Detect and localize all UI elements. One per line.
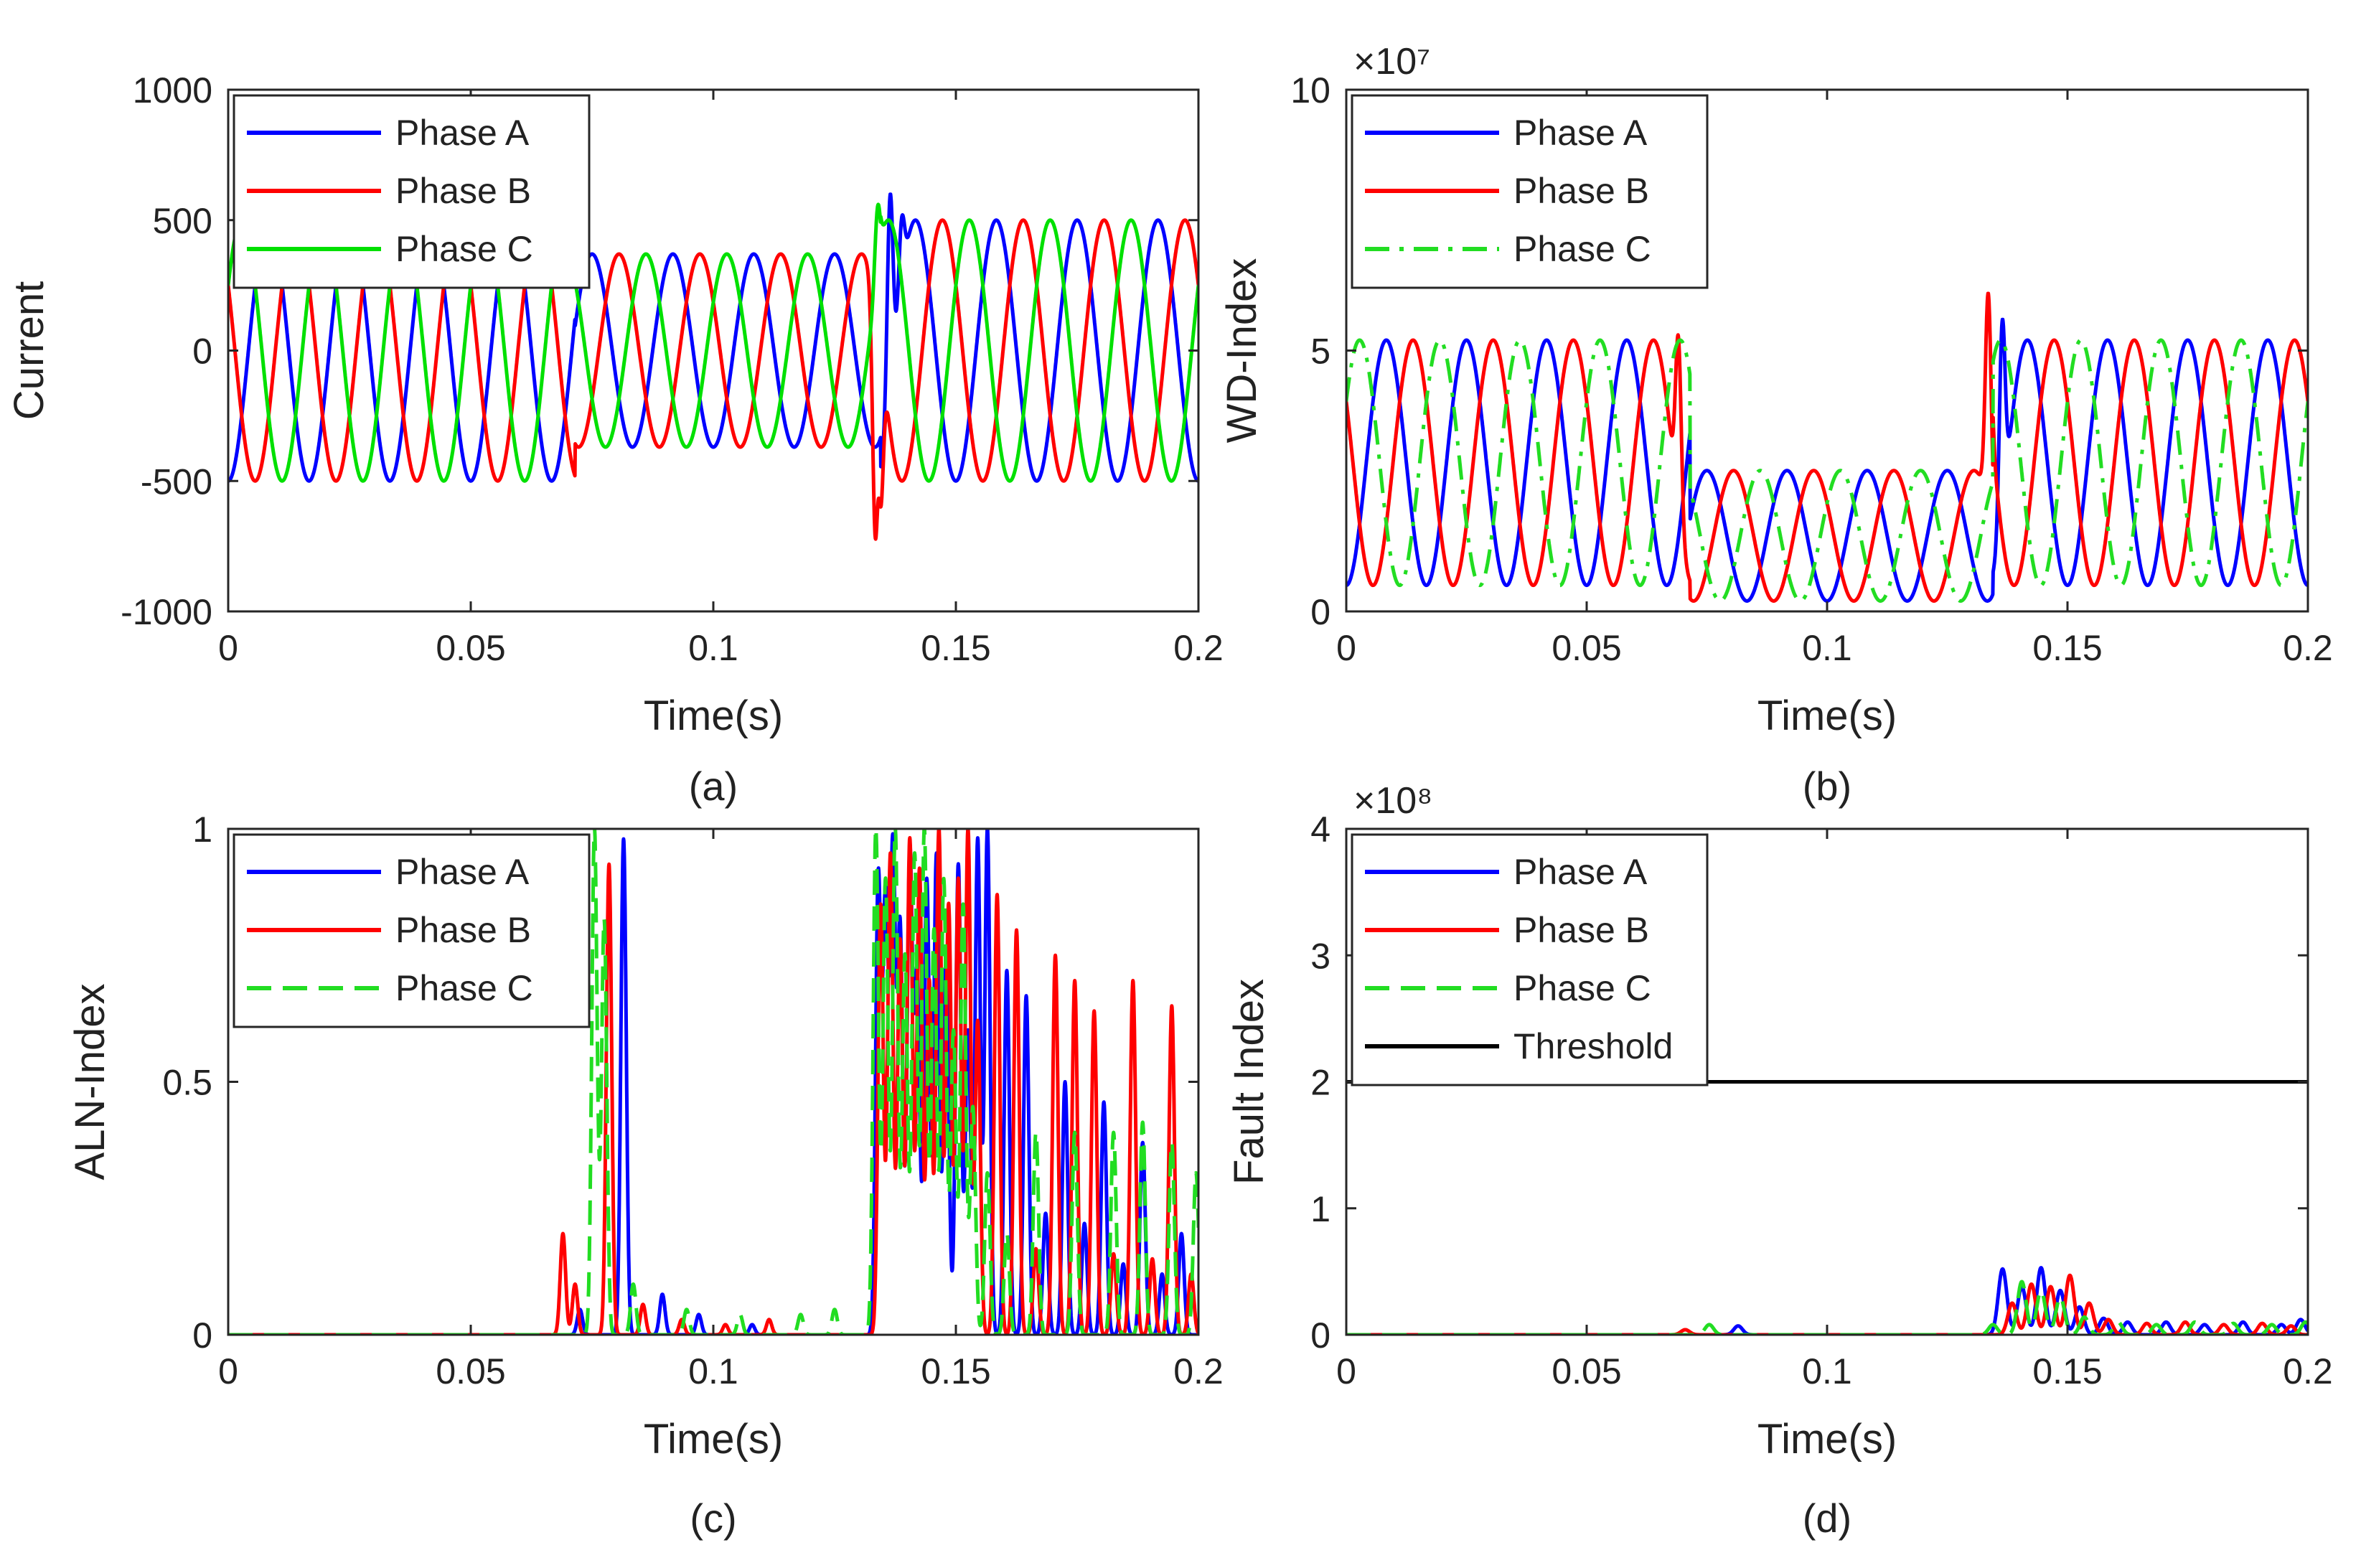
x-tick-label: 0.1 — [1802, 1351, 1852, 1391]
y-tick-label: 0.5 — [162, 1063, 212, 1103]
x-tick-label: 0.05 — [436, 1351, 505, 1391]
chart-panel-c: 0 0.05 0.1 0.15 0.2 0 0.5 1 Time(s) ALN-Index (c) P… — [67, 809, 1224, 1541]
y-tick-label: 0 — [1310, 1315, 1330, 1356]
x-axis-label: Time(s) — [644, 693, 783, 739]
legend: Phase A Phase B Phase C Threshold — [1351, 833, 1709, 1086]
legend-entry-phase-a: Phase A — [395, 113, 530, 153]
y-tick-label: 500 — [153, 201, 212, 241]
x-axis-label: Time(s) — [644, 1416, 783, 1463]
x-tick-label: 0.15 — [921, 1351, 990, 1391]
x-axis-label: Time(s) — [1757, 1416, 1897, 1463]
x-tick-label: 0.05 — [436, 628, 505, 668]
y-tick-label: -1000 — [121, 592, 212, 632]
y-tick-label: 5 — [1310, 332, 1330, 372]
legend-entry-threshold: Threshold — [1513, 1026, 1673, 1066]
legend: Phase A Phase B Phase C — [233, 833, 591, 1028]
chart-panel-b: 0 0.05 0.1 0.15 0.2 0 5 10 ×10⁷ Time(s) WD-Index (b… — [1219, 41, 2333, 809]
x-tick-label: 0 — [218, 1351, 238, 1391]
legend: Phase A Phase B Phase C — [1351, 94, 1709, 289]
y-tick-label: 0 — [1310, 592, 1330, 632]
axis-exponent: ×10⁷ — [1353, 41, 1430, 83]
series-line-phase-c — [228, 829, 1198, 1335]
legend-entry-phase-c: Phase C — [1513, 229, 1651, 269]
legend-entry-phase-a: Phase A — [1513, 113, 1648, 153]
panel-caption: (d) — [1803, 1496, 1851, 1541]
y-axis-label: Current — [6, 281, 52, 420]
y-axis-label: Fault Index — [1226, 979, 1272, 1185]
y-axis-label: WD-Index — [1219, 258, 1265, 443]
x-tick-label: 0.15 — [921, 628, 990, 668]
y-axis-label: ALN-Index — [67, 983, 113, 1180]
legend-entry-phase-b: Phase B — [1513, 910, 1649, 950]
legend-box — [1351, 833, 1709, 1086]
y-tick-label: 1 — [1310, 1189, 1330, 1229]
y-tick-label: 1000 — [133, 70, 212, 111]
x-tick-label: 0.2 — [1173, 1351, 1224, 1391]
y-tick-label: 0 — [192, 1315, 212, 1356]
x-tick-label: 0.1 — [688, 1351, 738, 1391]
x-tick-label: 0.05 — [1552, 628, 1621, 668]
series-group — [1346, 1080, 2308, 1335]
series-line-phase-b — [1346, 1273, 2308, 1335]
x-tick-label: 0.2 — [2283, 628, 2333, 668]
panel-caption: (b) — [1803, 764, 1851, 809]
x-tick-label: 0.1 — [1802, 628, 1852, 668]
x-tick-label: 0 — [218, 628, 238, 668]
legend-entry-phase-a: Phase A — [1513, 852, 1648, 892]
y-tick-label: 2 — [1310, 1063, 1330, 1103]
y-tick-label: 4 — [1310, 809, 1330, 850]
series-line-phase-a — [1346, 1266, 2308, 1335]
series-group — [1346, 291, 2308, 603]
x-tick-label: 0.2 — [1173, 628, 1224, 668]
chart-panel-d: 0 0.05 0.1 0.15 0.2 0 1 2 3 4 ×10⁸ Time(s) Fault Ind… — [1226, 780, 2333, 1541]
y-tick-label: -500 — [141, 461, 212, 502]
panel-caption: (a) — [689, 764, 738, 809]
y-tick-label: 1 — [192, 809, 212, 850]
legend-entry-phase-c: Phase C — [1513, 968, 1651, 1008]
series-line-phase-a — [1346, 317, 2308, 603]
x-tick-label: 0 — [1336, 1351, 1356, 1391]
chart-panel-a: 0 0.05 0.1 0.15 0.2 -1000 -500 0 500 1000 Time(s) C… — [6, 70, 1224, 809]
series-line-phase-a — [228, 192, 1198, 483]
panel-caption: (c) — [690, 1496, 736, 1541]
x-tick-label: 0 — [1336, 628, 1356, 668]
legend: Phase A Phase B Phase C — [233, 94, 591, 289]
x-tick-label: 0.2 — [2283, 1351, 2333, 1391]
legend-entry-phase-a: Phase A — [395, 852, 530, 892]
x-axis-label: Time(s) — [1757, 693, 1897, 739]
axis-exponent: ×10⁸ — [1353, 780, 1432, 822]
x-tick-label: 0.05 — [1552, 1351, 1621, 1391]
legend-entry-phase-c: Phase C — [395, 229, 533, 269]
y-tick-label: 0 — [192, 332, 212, 372]
legend-entry-phase-c: Phase C — [395, 968, 533, 1008]
x-tick-label: 0.15 — [2032, 628, 2102, 668]
x-tick-label: 0.15 — [2032, 1351, 2102, 1391]
series-line-phase-b — [228, 829, 1198, 1335]
series-line-phase-c — [1346, 338, 2308, 603]
x-tick-label: 0.1 — [688, 628, 738, 668]
legend-entry-phase-b: Phase B — [395, 171, 531, 211]
y-tick-label: 10 — [1290, 70, 1330, 111]
y-tick-label: 3 — [1310, 936, 1330, 976]
legend-entry-phase-b: Phase B — [1513, 171, 1649, 211]
legend-entry-phase-b: Phase B — [395, 910, 531, 950]
